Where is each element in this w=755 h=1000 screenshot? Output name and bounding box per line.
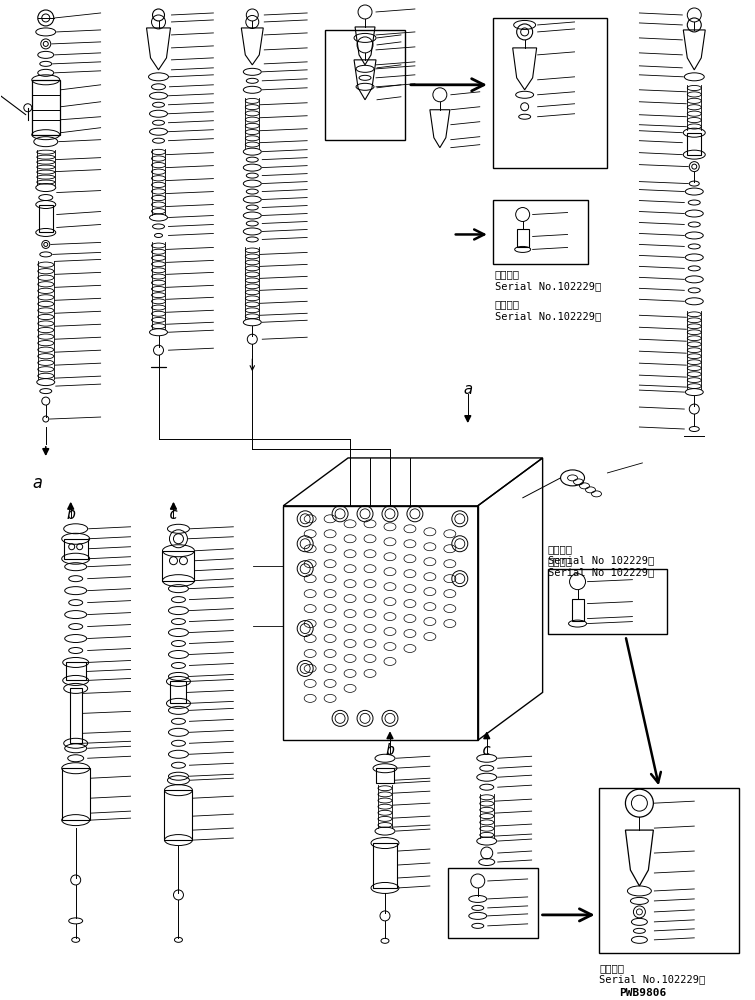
Bar xyxy=(376,768,394,783)
Bar xyxy=(69,688,82,743)
Bar xyxy=(687,133,701,155)
Text: 適用号機
Serial No.102229～: 適用号機 Serial No.102229～ xyxy=(495,269,601,291)
Text: a: a xyxy=(464,382,473,397)
Bar xyxy=(493,18,608,168)
Bar xyxy=(62,768,90,820)
Text: b: b xyxy=(66,507,76,522)
Bar xyxy=(171,681,186,703)
Text: c: c xyxy=(482,743,492,758)
Text: 適用号機
Serial No 102229～: 適用号機 Serial No 102229～ xyxy=(547,544,654,565)
Bar xyxy=(325,30,405,140)
Bar xyxy=(63,539,88,559)
Text: 適用号機
Serial No 102229～: 適用号機 Serial No 102229～ xyxy=(547,556,654,577)
Bar xyxy=(599,788,739,953)
Bar xyxy=(373,843,397,888)
Text: PWB9806: PWB9806 xyxy=(619,988,667,998)
Text: c: c xyxy=(169,507,178,522)
Bar xyxy=(572,599,584,621)
Bar xyxy=(162,551,195,581)
Bar xyxy=(547,569,667,634)
Text: b: b xyxy=(385,743,395,758)
Text: a: a xyxy=(32,474,43,492)
Bar xyxy=(39,205,53,232)
Bar xyxy=(32,80,60,135)
Text: 適用号機
Serial No.102229～: 適用号機 Serial No.102229～ xyxy=(495,299,601,321)
Bar xyxy=(516,229,528,247)
Bar xyxy=(493,200,587,264)
Bar xyxy=(448,868,538,938)
Text: 適用号機
Serial No.102229～: 適用号機 Serial No.102229～ xyxy=(599,963,706,984)
Bar xyxy=(66,662,85,680)
Bar xyxy=(165,790,193,840)
